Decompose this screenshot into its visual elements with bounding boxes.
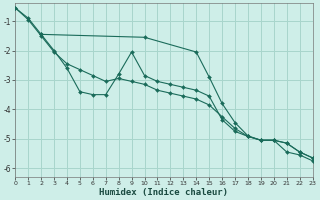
X-axis label: Humidex (Indice chaleur): Humidex (Indice chaleur) (100, 188, 228, 197)
